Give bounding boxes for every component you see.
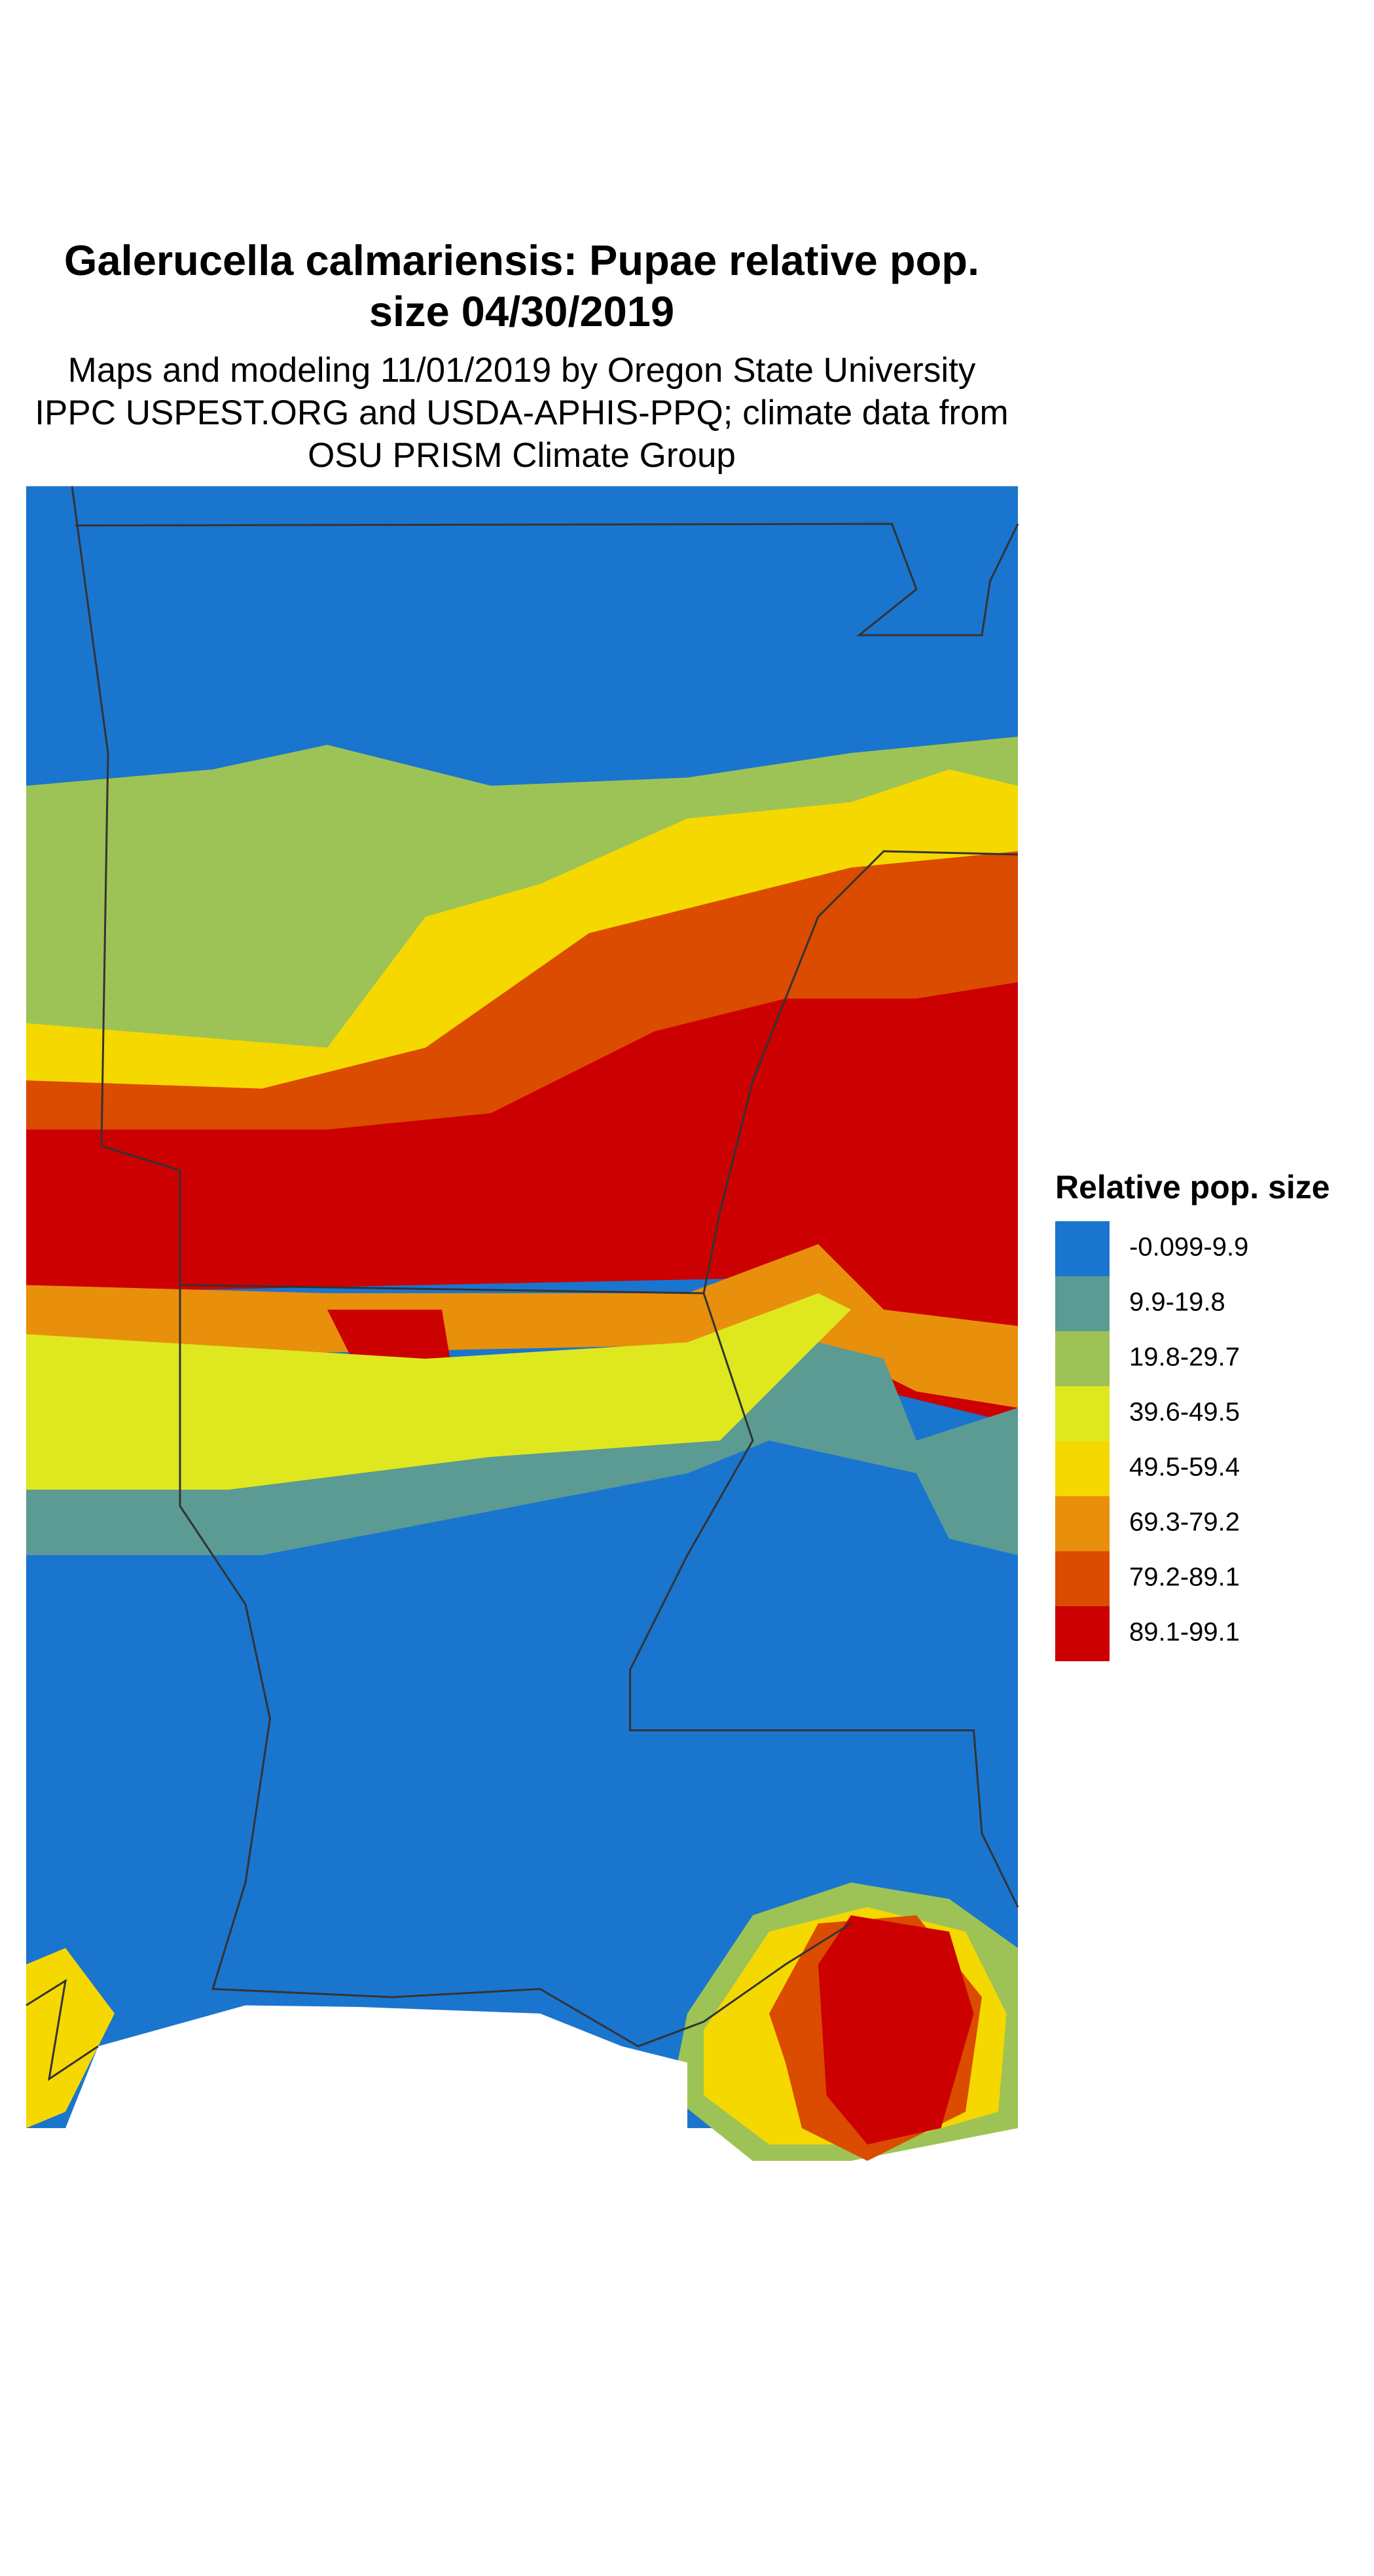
map-band	[26, 1342, 1018, 1555]
legend-swatch	[1055, 1331, 1110, 1386]
title: Galerucella calmariensis: Pupae relative…	[64, 236, 979, 284]
title: size 04/30/2019	[369, 287, 674, 335]
legend-swatch	[1055, 1606, 1110, 1661]
map-band	[26, 1293, 851, 1490]
subtitle: IPPC USPEST.ORG and USDA-APHIS-PPQ; clim…	[35, 394, 1008, 432]
legend-swatch	[1055, 1221, 1110, 1276]
subtitle: Maps and modeling 11/01/2019 by Oregon S…	[68, 351, 976, 390]
state-border	[629, 1293, 1019, 1908]
legend-title: Relative pop. size	[1055, 1169, 1330, 1205]
legend-swatch	[1055, 1551, 1110, 1606]
state-border	[75, 523, 1019, 636]
map-band	[26, 1948, 115, 2128]
coast-cutout	[65, 2005, 687, 2128]
legend-label: 89.1-99.1	[1129, 1618, 1240, 1647]
titles: Galerucella calmariensis: Pupae relative…	[35, 236, 1008, 475]
legend-label: 9.9-19.8	[1129, 1288, 1225, 1317]
legend-swatch	[1055, 1441, 1110, 1496]
legend-label: 79.2-89.1	[1129, 1563, 1240, 1592]
map-band	[26, 982, 1018, 1424]
legend-label: 19.8-29.7	[1129, 1343, 1240, 1372]
legend-swatch	[1055, 1276, 1110, 1331]
legend-swatch	[1055, 1386, 1110, 1441]
legend-label: 69.3-79.2	[1129, 1508, 1240, 1537]
state-border	[179, 1285, 852, 2048]
subtitle: OSU PRISM Climate Group	[308, 436, 736, 475]
legend-swatch	[1055, 1496, 1110, 1551]
legend: Relative pop. size -0.099-9.9 9.9-19.8 19.…	[1055, 1169, 1330, 1661]
legend-label: 39.6-49.5	[1129, 1398, 1240, 1427]
map-band	[26, 1244, 1018, 1408]
legend-label: -0.099-9.9	[1129, 1233, 1248, 1262]
map-band	[818, 1915, 974, 2144]
map	[26, 486, 1019, 2161]
coast-line	[26, 1978, 99, 2082]
legend-label: 49.5-59.4	[1129, 1453, 1240, 1482]
